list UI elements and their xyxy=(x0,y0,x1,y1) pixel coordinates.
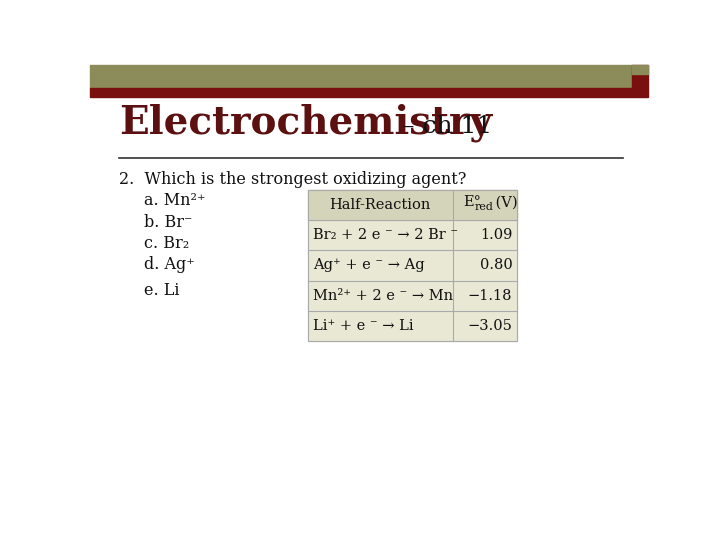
Text: E°: E° xyxy=(464,195,482,209)
Text: Electrochemistry: Electrochemistry xyxy=(119,103,492,142)
Text: e. Li: e. Li xyxy=(144,282,179,299)
Bar xyxy=(90,65,632,87)
Bar xyxy=(632,65,648,97)
Text: Half-Reaction: Half-Reaction xyxy=(330,198,431,212)
Text: Br₂ + 2 e ⁻ → 2 Br ⁻: Br₂ + 2 e ⁻ → 2 Br ⁻ xyxy=(313,228,459,242)
Text: 2.  Which is the strongest oxidizing agent?: 2. Which is the strongest oxidizing agen… xyxy=(119,171,467,188)
Text: red: red xyxy=(474,202,494,212)
Bar xyxy=(307,190,517,220)
Text: −3.05: −3.05 xyxy=(467,319,513,333)
Text: c. Br₂: c. Br₂ xyxy=(144,235,189,252)
Text: b. Br⁻: b. Br⁻ xyxy=(144,214,193,232)
Text: d. Ag⁺: d. Ag⁺ xyxy=(144,256,195,273)
Text: Ag⁺ + e ⁻ → Ag: Ag⁺ + e ⁻ → Ag xyxy=(313,259,425,272)
Text: −1.18: −1.18 xyxy=(468,289,513,303)
Text: 0.80: 0.80 xyxy=(480,259,513,272)
Bar xyxy=(90,87,632,97)
Text: 1.09: 1.09 xyxy=(480,228,513,242)
Bar xyxy=(307,190,517,341)
Bar xyxy=(307,190,517,341)
Text: – ch 11: – ch 11 xyxy=(394,116,492,138)
Bar xyxy=(632,65,648,74)
Text: Mn²⁺ + 2 e ⁻ → Mn: Mn²⁺ + 2 e ⁻ → Mn xyxy=(313,289,454,303)
Text: (V): (V) xyxy=(492,195,518,209)
Text: a. Mn²⁺: a. Mn²⁺ xyxy=(144,192,206,208)
Text: Li⁺ + e ⁻ → Li: Li⁺ + e ⁻ → Li xyxy=(313,319,414,333)
